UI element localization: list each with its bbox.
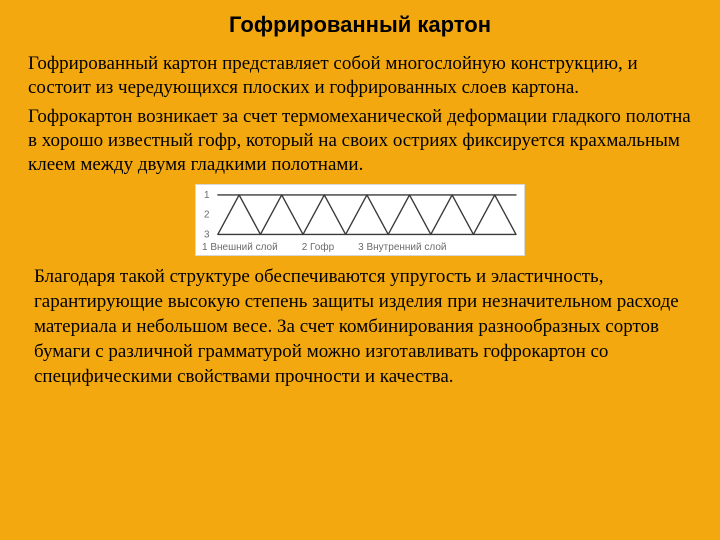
corrugated-diagram: 1 2 3 1 Внешний слой 2 Гофр 3 Внутренний с… [195,184,525,256]
page-title: Гофрированный картон [28,12,692,38]
svg-text:3: 3 [204,229,210,240]
corrugated-diagram-box: 1 2 3 1 Внешний слой 2 Гофр 3 Внутренний с… [195,184,525,256]
corrugated-svg: 1 2 3 [202,189,518,240]
legend-item-2: 2 Гофр [302,242,334,253]
paragraph-body: Благодаря такой структуре обеспечиваются… [34,264,692,389]
svg-text:2: 2 [204,209,209,220]
paragraph-intro-1: Гофрированный картон представляет собой … [28,52,692,101]
paragraph-intro-2: Гофрокартон возникает за счет термомехан… [28,105,692,178]
legend-item-1: 1 Внешний слой [202,242,278,253]
svg-text:1: 1 [204,189,209,200]
legend-item-3: 3 Внутренний слой [358,242,446,253]
diagram-legend: 1 Внешний слой 2 Гофр 3 Внутренний слой [202,240,518,253]
slide: Гофрированный картон Гофрированный карто… [0,0,720,540]
